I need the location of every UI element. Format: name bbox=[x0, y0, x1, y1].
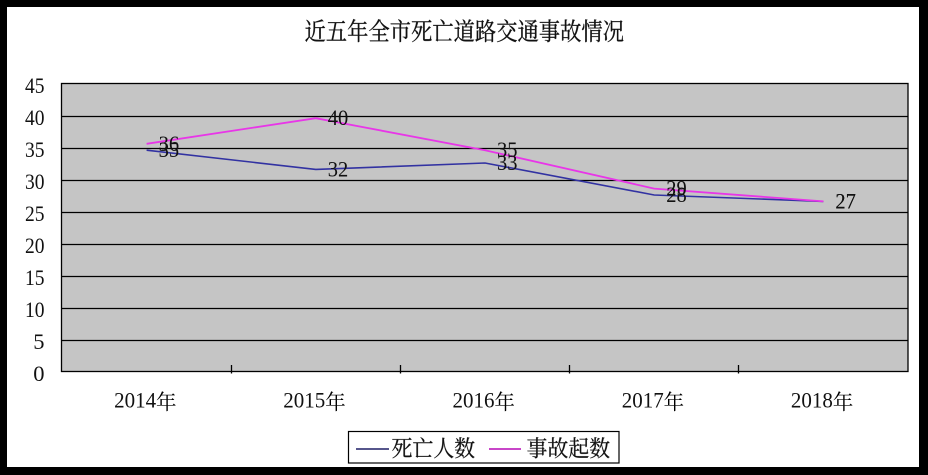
svg-text:40: 40 bbox=[328, 105, 349, 130]
svg-text:35: 35 bbox=[497, 137, 518, 162]
svg-text:2014: 2014 bbox=[114, 388, 156, 413]
svg-text:35: 35 bbox=[159, 137, 180, 162]
svg-text:40: 40 bbox=[25, 105, 45, 130]
svg-text:2017: 2017 bbox=[622, 388, 664, 413]
svg-text:35: 35 bbox=[25, 137, 45, 162]
svg-text:28: 28 bbox=[666, 182, 687, 207]
svg-text:45: 45 bbox=[25, 73, 45, 98]
svg-text:36: 36 bbox=[159, 131, 180, 156]
svg-text:30: 30 bbox=[25, 169, 45, 194]
svg-text:27: 27 bbox=[835, 188, 856, 213]
svg-text:27: 27 bbox=[835, 188, 856, 213]
svg-text:5: 5 bbox=[33, 329, 44, 354]
svg-text:10: 10 bbox=[25, 297, 45, 322]
svg-text:20: 20 bbox=[25, 233, 45, 258]
svg-text:2018: 2018 bbox=[791, 388, 833, 413]
svg-text:32: 32 bbox=[328, 156, 349, 181]
svg-text:2015: 2015 bbox=[283, 388, 325, 413]
svg-text:2016: 2016 bbox=[453, 388, 495, 413]
svg-text:15: 15 bbox=[25, 265, 45, 290]
svg-text:29: 29 bbox=[666, 176, 687, 201]
svg-text:25: 25 bbox=[25, 201, 45, 226]
svg-text:0: 0 bbox=[33, 361, 44, 386]
svg-text:33: 33 bbox=[497, 150, 518, 175]
